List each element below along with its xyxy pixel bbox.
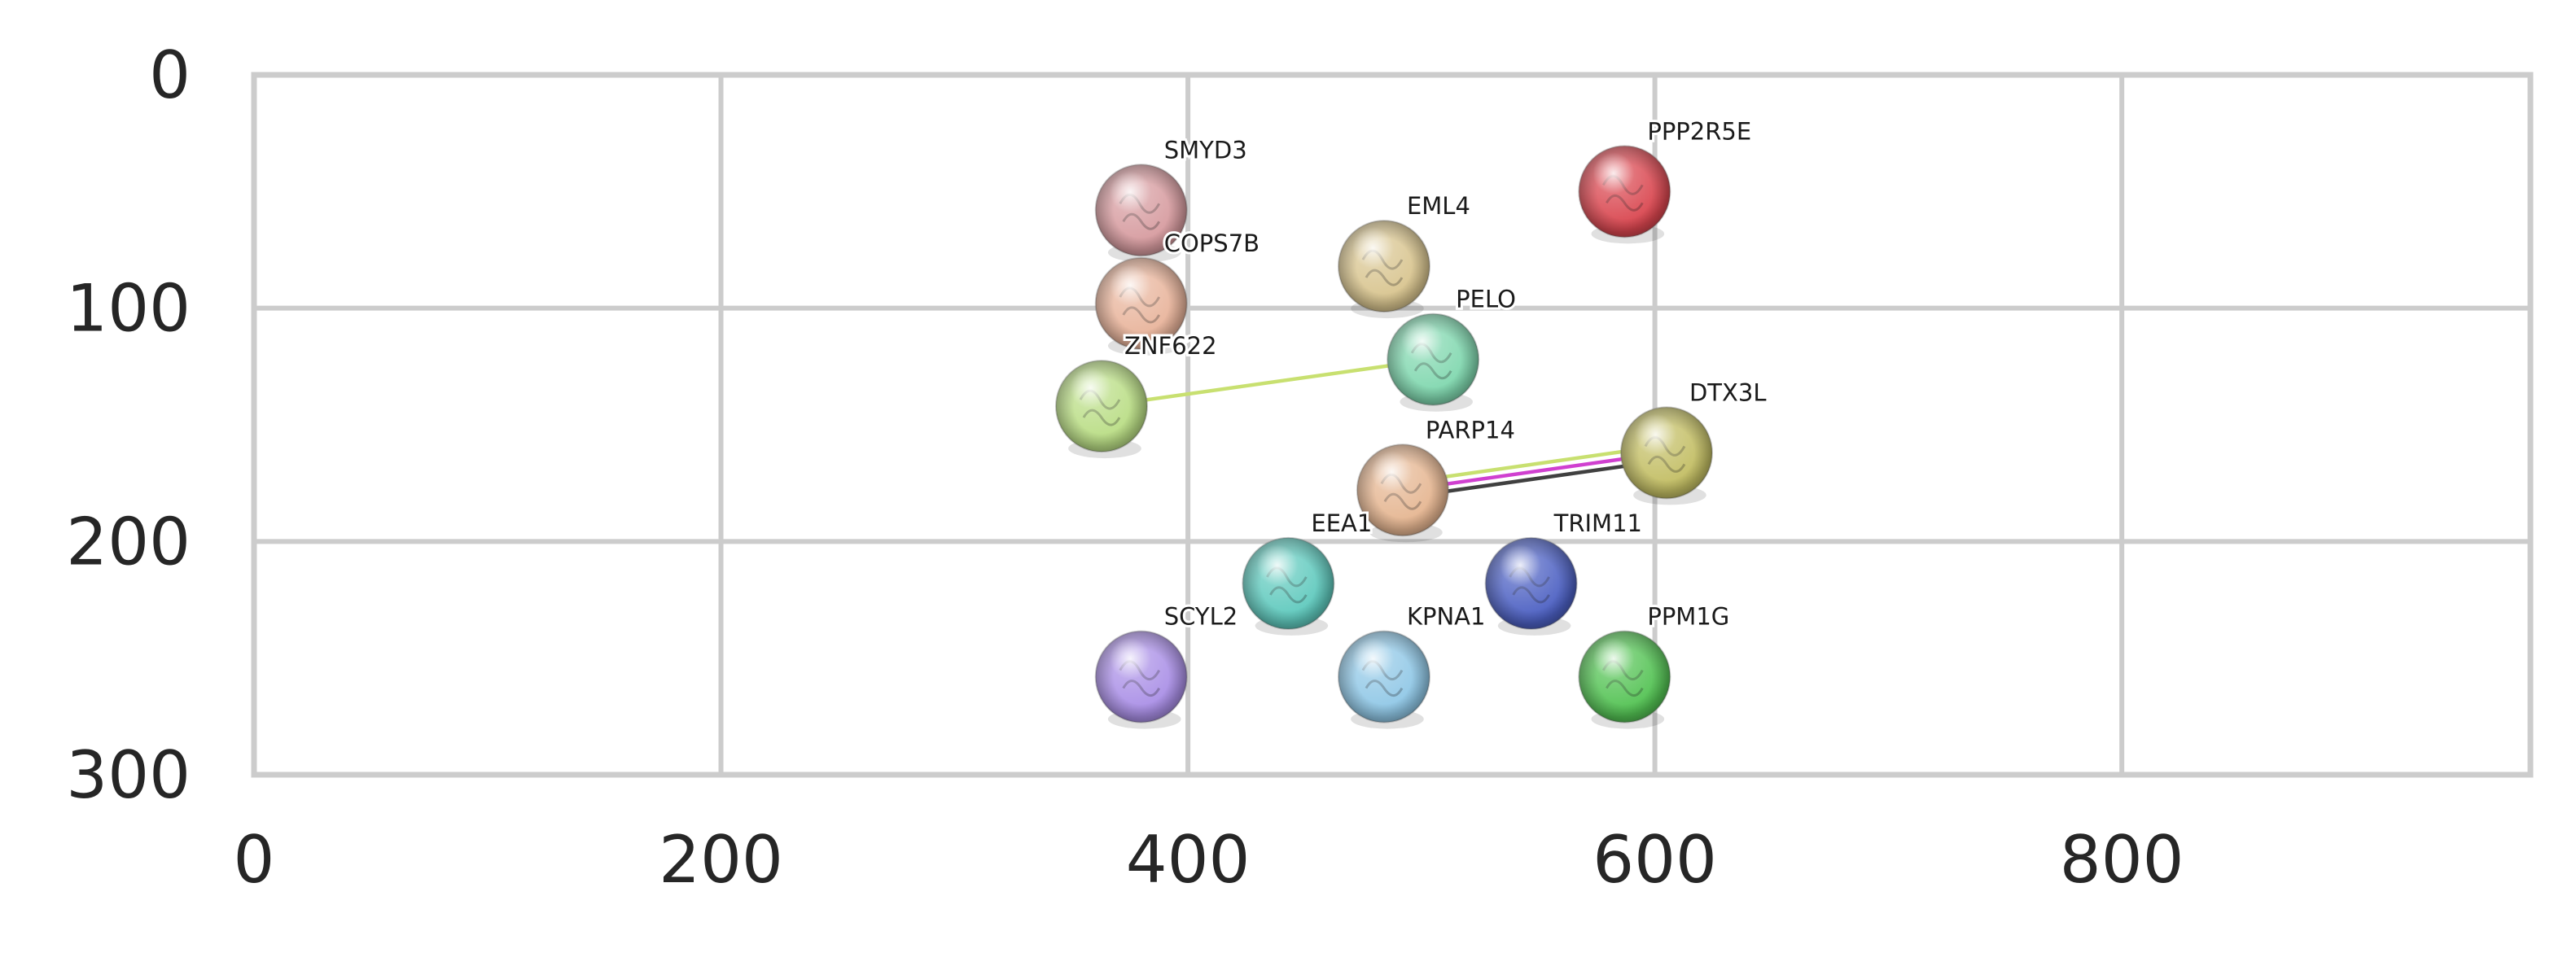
node-KPNA1[interactable]: KPNA1 bbox=[1337, 601, 1487, 729]
node-label: PPP2R5E bbox=[1647, 117, 1751, 145]
x-axis-ticks: 0 200 400 600 800 bbox=[234, 822, 2184, 898]
node-label: PELO bbox=[1456, 286, 1516, 313]
x-tick-label: 0 bbox=[234, 822, 275, 898]
node-highlight bbox=[1338, 221, 1430, 313]
node-highlight bbox=[1242, 537, 1334, 629]
node-SCYL2[interactable]: SCYL2 bbox=[1094, 601, 1240, 729]
x-tick-label: 800 bbox=[2060, 822, 2184, 898]
x-tick-label: 200 bbox=[659, 822, 783, 898]
node-highlight bbox=[1338, 631, 1430, 723]
node-label: COPS7B bbox=[1164, 229, 1260, 257]
node-label: PPM1G bbox=[1647, 603, 1729, 631]
node-PARP14[interactable]: PARP14 bbox=[1356, 413, 1518, 543]
x-tick-label: 600 bbox=[1592, 822, 1717, 898]
node-highlight bbox=[1579, 146, 1671, 238]
y-axis-ticks: 0 100 200 300 bbox=[66, 37, 191, 813]
node-label: KPNA1 bbox=[1407, 603, 1486, 631]
node-highlight bbox=[1095, 164, 1187, 256]
node-highlight bbox=[1485, 537, 1577, 629]
y-tick-label: 100 bbox=[66, 271, 191, 347]
node-highlight bbox=[1620, 407, 1712, 499]
edge-ZNF622-PELO bbox=[1099, 357, 1435, 409]
node-highlight bbox=[1356, 444, 1448, 536]
node-label: EML4 bbox=[1407, 192, 1470, 220]
y-tick-label: 300 bbox=[66, 737, 191, 813]
node-PELO[interactable]: PELO bbox=[1387, 283, 1518, 412]
x-tick-label: 400 bbox=[1126, 822, 1251, 898]
node-label: SMYD3 bbox=[1164, 136, 1247, 164]
node-EEA1[interactable]: EEA1 bbox=[1242, 507, 1374, 636]
node-label: TRIM11 bbox=[1553, 509, 1642, 537]
node-highlight bbox=[1579, 631, 1671, 723]
node-PPP2R5E[interactable]: PPP2R5E bbox=[1578, 115, 1754, 244]
node-EML4[interactable]: EML4 bbox=[1337, 190, 1473, 319]
node-label: DTX3L bbox=[1689, 378, 1767, 406]
node-TRIM11[interactable]: TRIM11 bbox=[1484, 507, 1645, 636]
node-highlight bbox=[1095, 257, 1187, 349]
node-label: SCYL2 bbox=[1164, 603, 1238, 631]
node-SMYD3[interactable]: SMYD3 bbox=[1094, 133, 1250, 263]
y-tick-label: 0 bbox=[149, 37, 191, 113]
network-nodes: SMYD3 COPS7B ZNF622 EML4 PELO PPP2R5E DTX3L PAR… bbox=[1054, 115, 1768, 729]
y-tick-label: 200 bbox=[66, 504, 191, 579]
node-highlight bbox=[1387, 313, 1479, 405]
node-COPS7B[interactable]: COPS7B bbox=[1094, 227, 1262, 356]
plot-area: SMYD3 COPS7B ZNF622 EML4 PELO PPP2R5E DTX3L PAR… bbox=[251, 72, 2534, 778]
node-highlight bbox=[1095, 631, 1187, 723]
node-label: PARP14 bbox=[1426, 416, 1515, 444]
node-label: EEA1 bbox=[1311, 509, 1372, 537]
plot-frame bbox=[251, 72, 2534, 778]
node-label: ZNF622 bbox=[1124, 332, 1217, 360]
node-PPM1G[interactable]: PPM1G bbox=[1578, 601, 1732, 729]
node-highlight bbox=[1055, 361, 1147, 452]
node-ZNF622[interactable]: ZNF622 bbox=[1054, 330, 1220, 459]
node-DTX3L[interactable]: DTX3L bbox=[1619, 376, 1768, 505]
